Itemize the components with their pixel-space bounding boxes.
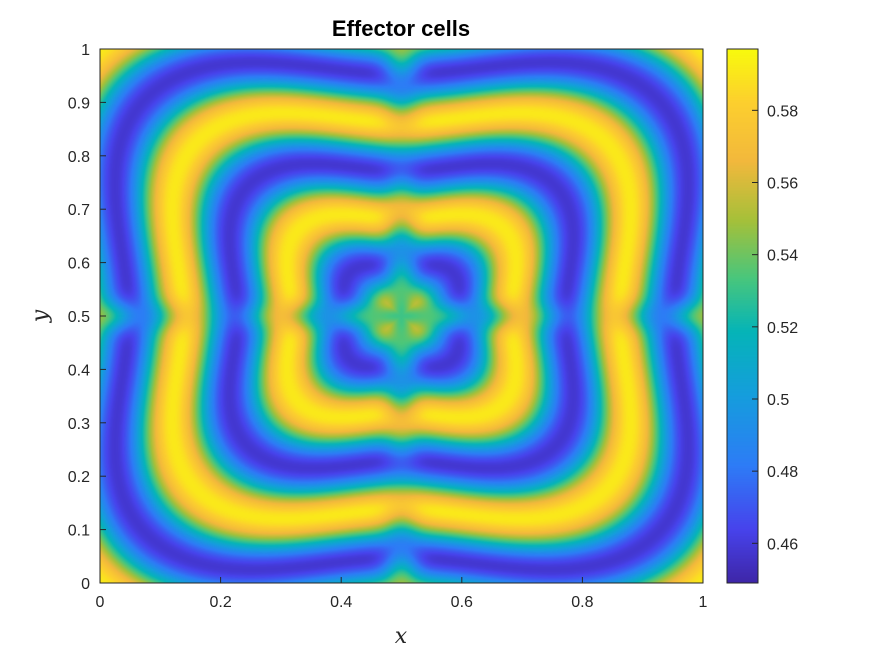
y-tick-label: 0.1 [68,523,90,540]
y-tick-label: 0.2 [68,469,90,486]
colorbar-tick-label: 0.5 [767,392,789,409]
x-tick-label: 0.4 [330,594,352,611]
colorbar-tick-label: 0.56 [767,176,798,193]
colorbar-tick-label: 0.48 [767,464,798,481]
y-tick-label: 0.8 [68,149,90,166]
y-tick-label: 0 [81,576,90,593]
y-axis: 0 0.1 0.2 0.3 0.4 0.5 0.6 0.7 0.8 0.9 1 [68,42,106,593]
y-tick-label: 0.7 [68,202,90,219]
x-axis: 0 0.2 0.4 0.6 0.8 1 [96,577,708,611]
x-tick-label: 0.6 [451,594,473,611]
colorbar-tick-label: 0.46 [767,536,798,553]
y-tick-label: 0.5 [68,309,90,326]
x-tick-label: 0.8 [571,594,593,611]
chart-title: Effector cells [332,16,470,41]
y-tick-label: 0.6 [68,256,90,273]
colorbar [727,49,758,583]
y-tick-label: 0.4 [68,362,90,379]
colorbar-tick-label: 0.54 [767,248,798,265]
x-tick-label: 0.2 [209,594,231,611]
x-axis-label: x [395,624,408,649]
colorbar-frame [726,48,759,584]
colorbar-tick-label: 0.58 [767,103,798,120]
x-tick-label: 1 [699,594,708,611]
y-tick-label: 0.9 [68,95,90,112]
x-tick-label: 0 [96,594,105,611]
y-tick-label: 1 [81,42,90,59]
heatmap-plot-area [100,49,703,583]
y-tick-label: 0.3 [68,416,90,433]
colorbar-axis: 0.46 0.48 0.5 0.52 0.54 0.56 0.58 [752,103,798,553]
colorbar-tick-label: 0.52 [767,320,798,337]
y-axis-label: y [28,309,53,323]
